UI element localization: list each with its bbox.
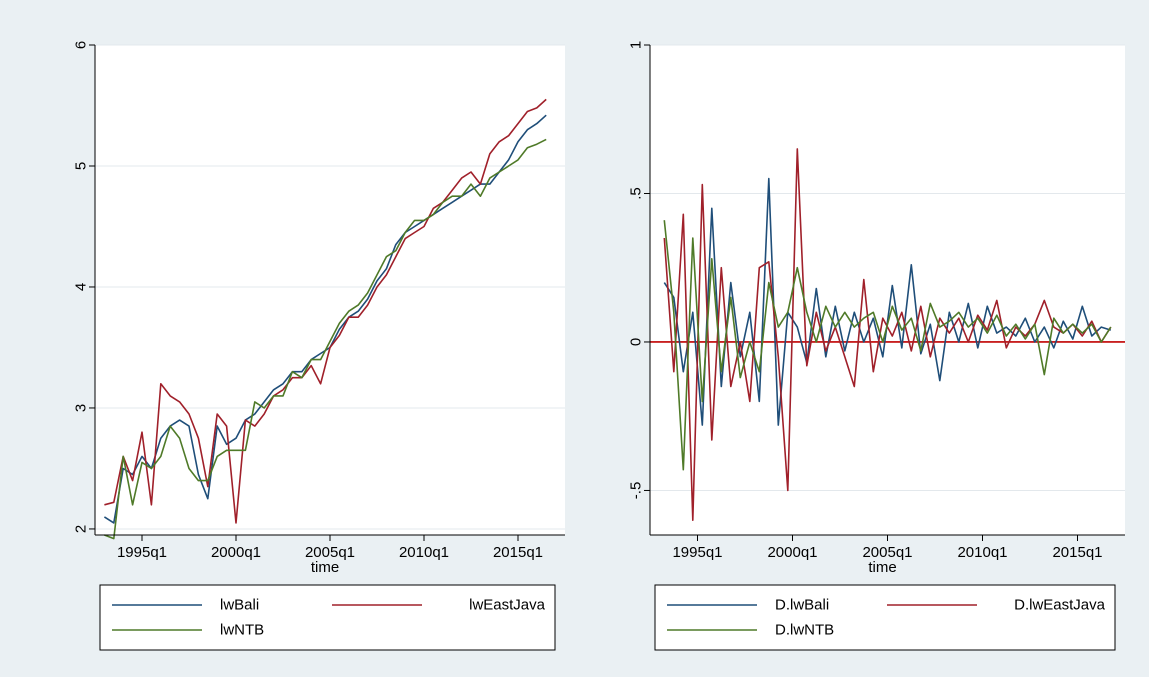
y-tick-label: -.5 <box>628 482 645 500</box>
x-tick-label: 1995q1 <box>672 544 722 561</box>
series-line-lwntb <box>104 138 547 540</box>
y-tick-label: 5 <box>73 162 90 170</box>
y-tick-label: 6 <box>73 41 90 49</box>
x-tick-label: 2010q1 <box>399 544 449 561</box>
legend-label: D.lwNTB <box>775 622 834 639</box>
y-tick-label: .5 <box>628 187 645 200</box>
legend-label: D.lwEastJava <box>1014 597 1106 614</box>
legend <box>654 584 1116 651</box>
x-tick-label: 2000q1 <box>767 544 817 561</box>
plot-area <box>95 45 565 535</box>
x-tick-label: 1995q1 <box>117 544 167 561</box>
legend-label: lwEastJava <box>469 597 546 614</box>
legend-label: lwBali <box>220 597 259 614</box>
y-tick-label: 3 <box>73 404 90 412</box>
legend-label: lwNTB <box>220 622 264 639</box>
series-line-d-lwntb <box>663 220 1112 471</box>
left-chart-panel: 2 3 4 5 6 1995q1 2000q1 2005q1 2010q1 2015q1 time l… <box>73 41 565 651</box>
series-line-lweastjava <box>104 98 547 524</box>
legend-label: D.lwBali <box>775 597 829 614</box>
x-axis-title: time <box>311 559 339 576</box>
legend <box>99 584 556 651</box>
x-tick-label: 2005q1 <box>305 544 355 561</box>
x-tick-label: 2015q1 <box>1052 544 1102 561</box>
x-tick-label: 2015q1 <box>493 544 543 561</box>
y-tick-label: 2 <box>73 525 90 533</box>
y-tick-label: 1 <box>628 41 645 49</box>
plot-area <box>650 45 1125 535</box>
x-tick-label: 2005q1 <box>862 544 912 561</box>
x-tick-label: 2000q1 <box>211 544 261 561</box>
x-tick-label: 2010q1 <box>957 544 1007 561</box>
x-axis-title: time <box>868 559 896 576</box>
y-tick-label: 4 <box>73 283 90 291</box>
right-chart-panel: -.5 0 .5 1 1995q1 2000q1 2005q1 2010q1 2015q1 tim… <box>628 41 1125 651</box>
y-tick-label: 0 <box>628 338 645 346</box>
